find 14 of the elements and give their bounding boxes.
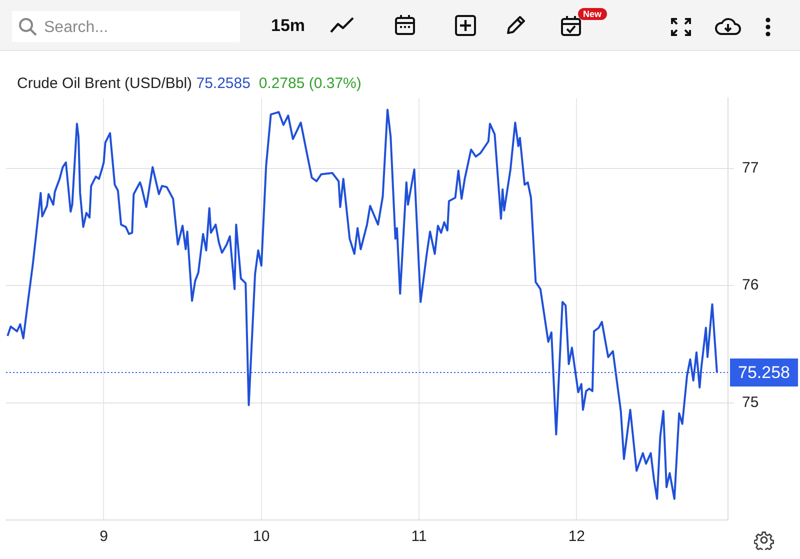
badge: New [578,8,607,20]
text: 0.2785 (0.37%) [258,75,362,92]
y-tick-label: 75 [742,394,759,411]
y-tick-label: 76 [742,276,759,294]
ref-line-label: 75.258 [738,363,790,382]
text: 15m [271,16,306,36]
text: 75.2585 [196,75,250,92]
y-tick-label: 77 [742,159,759,176]
x-tick-label: 9 [100,528,108,546]
chart-title: Crude Oil Brent (USD/Bbl) [17,75,192,92]
search-field: Search... [12,11,240,42]
x-tick-label: 12 [568,528,586,546]
x-tick-label: 11 [411,528,427,546]
x-tick-label: 10 [253,528,270,546]
